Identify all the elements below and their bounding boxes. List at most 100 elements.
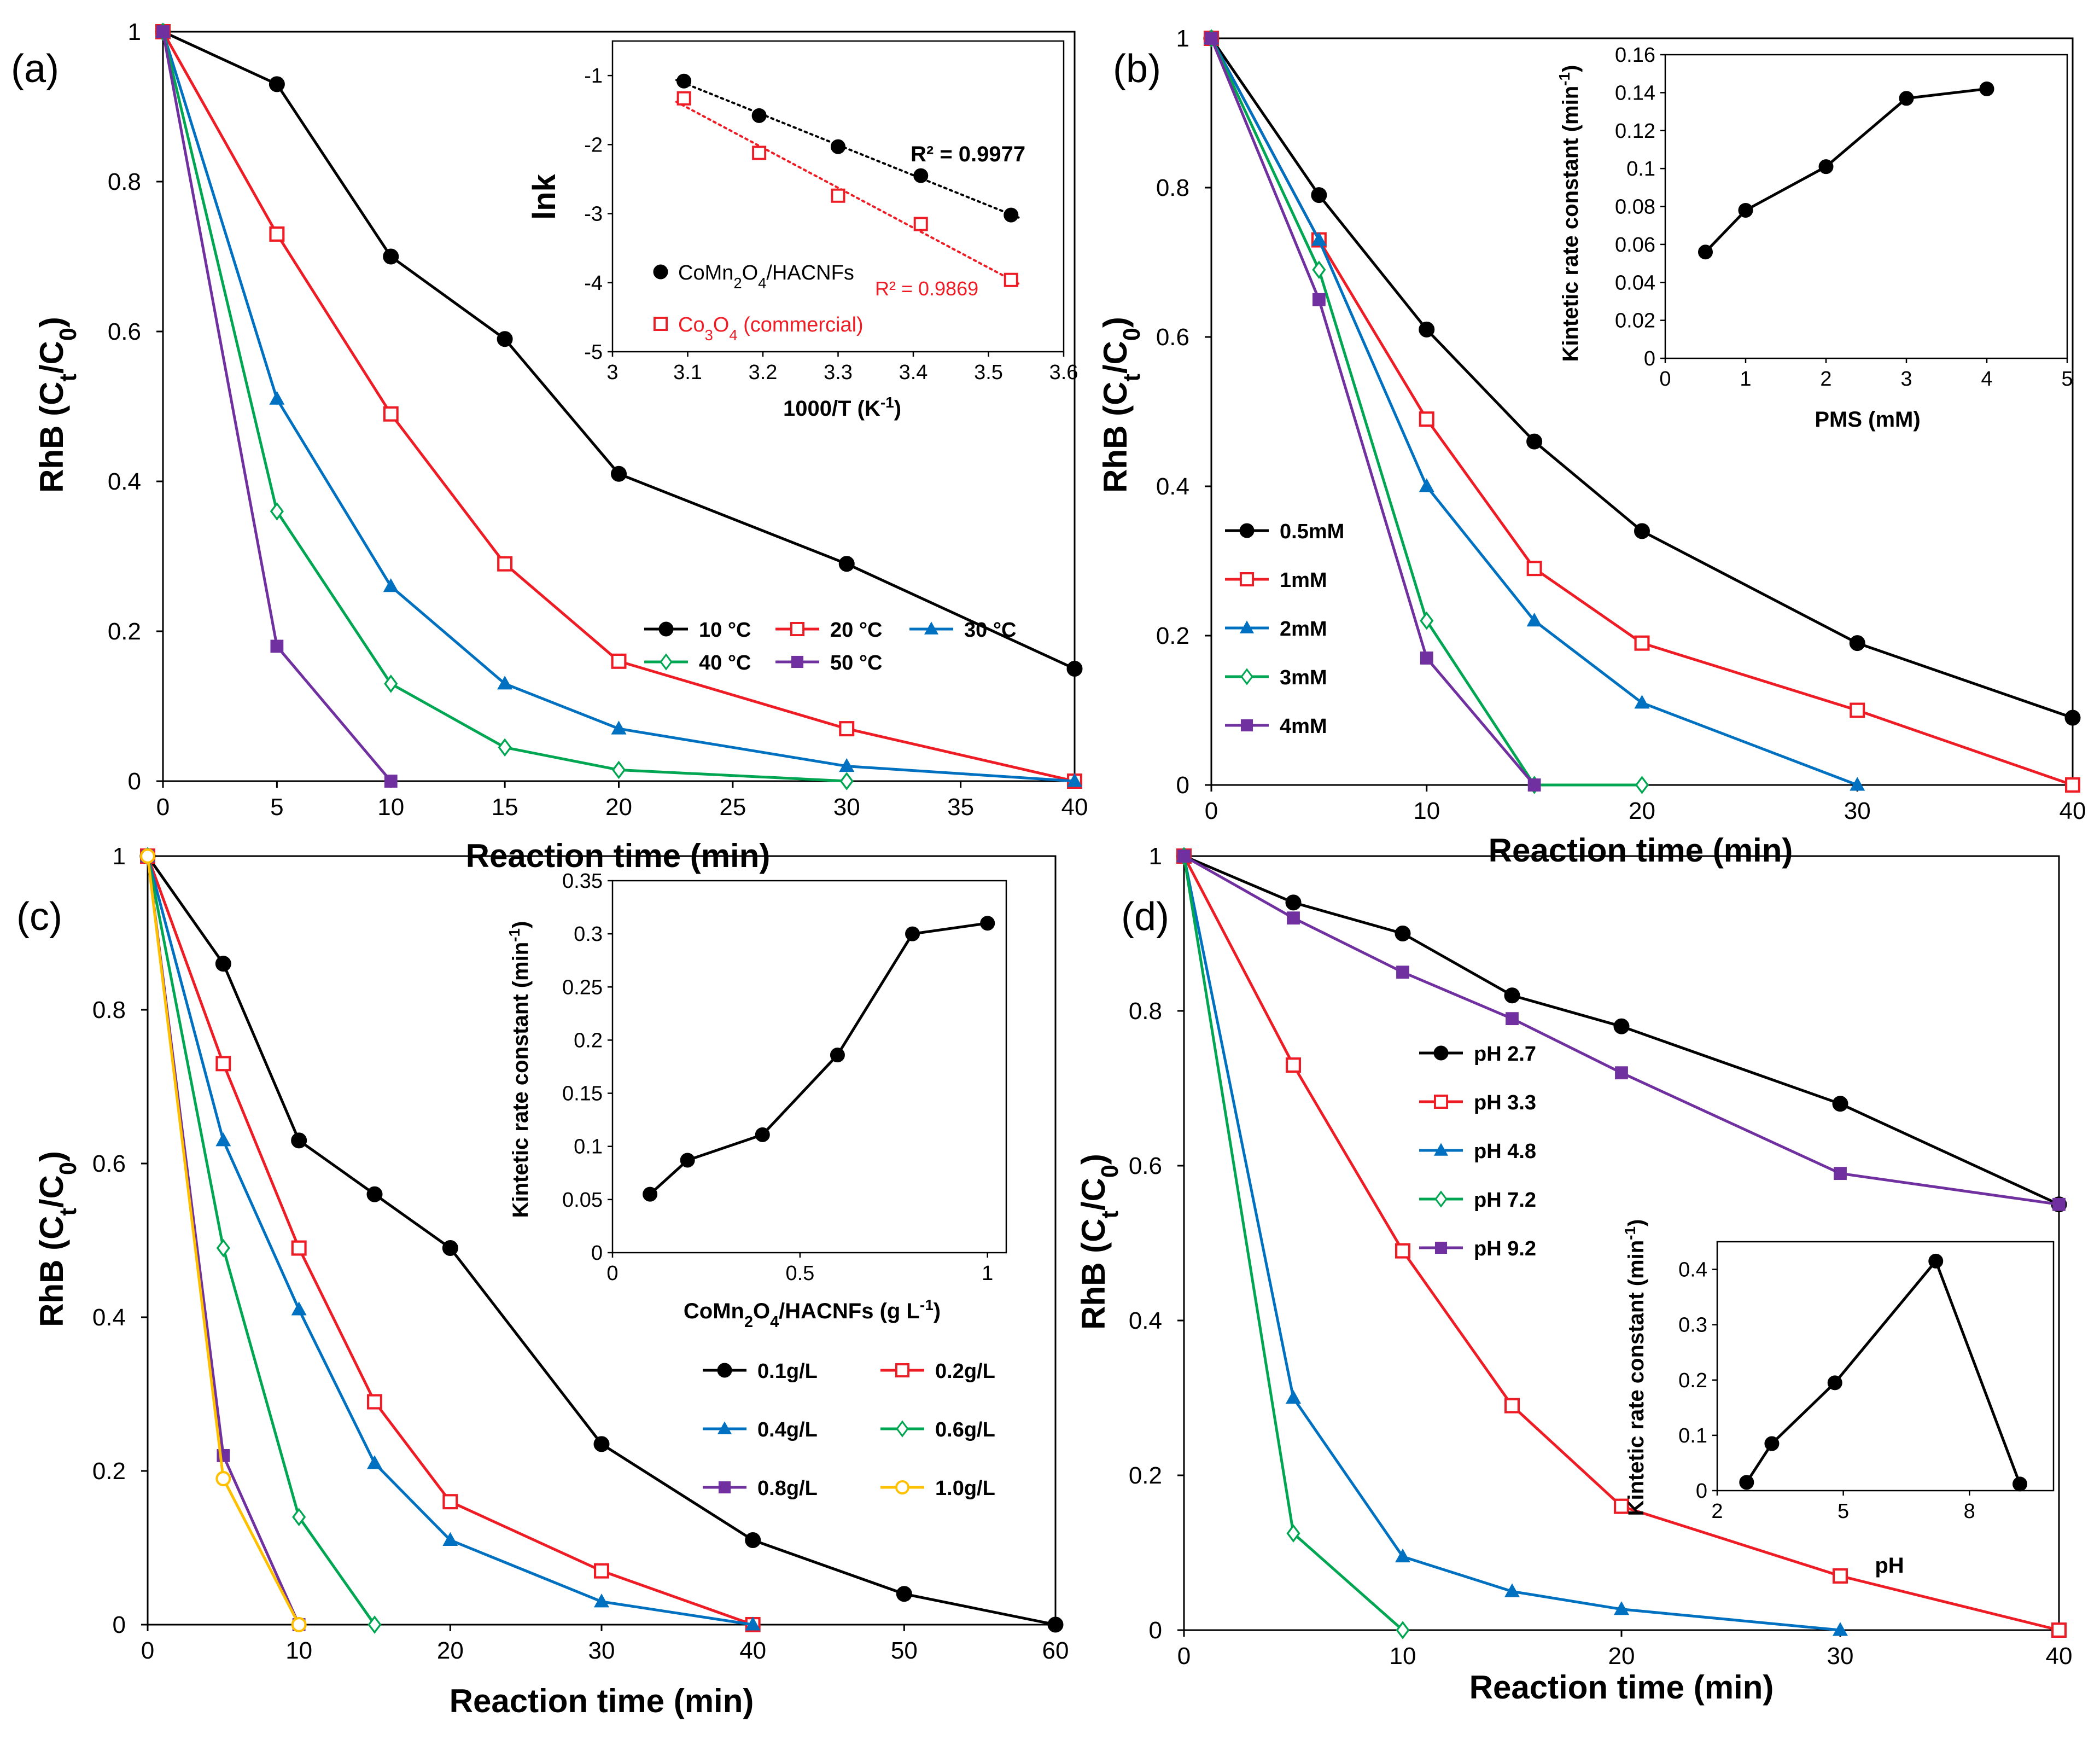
- inset-data-point: [2012, 1476, 2027, 1492]
- x-tick-label: 30: [1827, 1643, 1854, 1670]
- inset-data-point: [1698, 245, 1713, 260]
- legend-label: 4mM: [1280, 715, 1327, 738]
- data-point: [1312, 293, 1326, 306]
- data-point: [593, 1436, 610, 1452]
- inset-data-point: [643, 1186, 658, 1202]
- inset-data-point: [1979, 81, 1994, 96]
- inset-x-tick-label: 3.2: [749, 361, 778, 384]
- inset-chart: 0 0.5 1 0 0.05 0.1 0.15 0.2 0.25 0.3 0.35 CoMn2O4/H…: [506, 870, 1007, 1331]
- y-tick-label: 0.6: [108, 318, 141, 345]
- y-tick-label: 0.8: [1156, 174, 1189, 201]
- data-point: [1287, 911, 1300, 925]
- inset-y-tick-label: 0: [1644, 347, 1655, 370]
- data-point: [269, 391, 285, 405]
- data-point: [1850, 702, 1865, 718]
- legend: 0.1g/L 0.2g/L 0.4g/L 0.6g/L 0.8g/L 1.0g/L: [703, 1360, 995, 1500]
- data-point: [269, 76, 285, 92]
- legend-marker: [895, 1480, 909, 1494]
- legend-entry-ph-2-7: pH 2.7: [1419, 1043, 1536, 1066]
- data-point: [215, 956, 231, 972]
- legend-label: pH 9.2: [1474, 1237, 1536, 1260]
- legend-marker: [1434, 1143, 1448, 1156]
- y-axis-label: RhB (Ct/C0): [1097, 317, 1145, 493]
- inset-data-point: [1004, 272, 1018, 287]
- legend-label: 1.0g/L: [935, 1477, 995, 1500]
- inset-frame: [1716, 1241, 2055, 1492]
- data-point: [611, 653, 627, 669]
- legend-marker: [1240, 668, 1253, 685]
- data-point: [593, 1563, 609, 1579]
- inset-x-tick-label: 3.4: [899, 361, 928, 384]
- data-point: [270, 639, 284, 653]
- inset-x-tick-label: 3.6: [1049, 361, 1078, 384]
- inset-data-point: [913, 168, 929, 183]
- data-point: [156, 25, 170, 38]
- legend-marker: [1433, 1094, 1448, 1109]
- inset-legend-marker: [653, 317, 668, 331]
- legend-label: 0.8g/L: [757, 1477, 818, 1500]
- y-tick-label: 0.6: [92, 1150, 126, 1177]
- inset-y-tick-label: 0: [591, 1242, 603, 1265]
- inset-x-tick-label: 4: [1981, 368, 1992, 391]
- data-point: [215, 1056, 231, 1072]
- inset-chart: 2 5 8 0 0.1 0.2 0.3 0.4 pH Kintetic rate constant…: [1621, 1219, 2055, 1578]
- inset-legend-label: CoMn2O4/HACNFs: [678, 261, 854, 292]
- data-point: [291, 1132, 307, 1149]
- data-point: [384, 775, 398, 788]
- data-point: [498, 738, 512, 757]
- inset-data-point: [755, 1127, 770, 1142]
- data-point: [1506, 1012, 1519, 1026]
- data-point: [216, 1238, 230, 1258]
- series-0-5mm: [1203, 30, 2081, 726]
- x-tick-label: 0: [156, 794, 170, 821]
- inset-y-tick-label: 0.35: [562, 870, 603, 893]
- inset-x-tick-label: 3.5: [974, 361, 1003, 384]
- inset-data-point: [1827, 1375, 1842, 1391]
- data-point: [442, 1494, 458, 1510]
- data-point: [1047, 1616, 1064, 1633]
- data-point: [1615, 1066, 1628, 1080]
- legend-entry-0-4g-l: 0.4g/L: [703, 1418, 818, 1441]
- legend-label: 2mM: [1280, 618, 1327, 641]
- legend: 0.5mM 1mM 2mM 3mM 4mM: [1225, 520, 1344, 738]
- data-point: [1634, 523, 1650, 539]
- panel-label: (c): [16, 895, 62, 939]
- legend-marker: [896, 1420, 909, 1438]
- data-point: [2065, 777, 2081, 793]
- inset-y-tick-label: -3: [584, 203, 603, 226]
- inset-series-k: [1698, 81, 1994, 260]
- legend-entry-20-c: 20 °C: [775, 619, 882, 642]
- data-point: [1285, 894, 1302, 911]
- inset-y-tick-label: 0.02: [1615, 310, 1655, 333]
- inset-y-tick-label: 0.06: [1615, 234, 1655, 257]
- x-tick-label: 30: [1844, 798, 1871, 824]
- x-tick-label: 0: [1177, 1643, 1191, 1670]
- legend-marker: [1433, 1045, 1449, 1061]
- legend-entry-3mm: 3mM: [1225, 666, 1327, 689]
- inset-data-point: [831, 188, 845, 203]
- y-tick-label: 1: [1176, 25, 1189, 52]
- x-tick-label: 10: [1413, 798, 1440, 824]
- inset-y-tick-label: -1: [584, 65, 603, 88]
- data-point: [839, 758, 855, 772]
- data-point: [1833, 1622, 1848, 1636]
- data-point: [1504, 1583, 1520, 1597]
- inset-series-k: [643, 916, 995, 1202]
- data-point: [1526, 613, 1542, 627]
- inset-x-axis-label: CoMn2O4/HACNFs (g L-1): [684, 1296, 941, 1331]
- y-tick-label: 0.2: [108, 618, 141, 645]
- legend-entry-1-0g-l: 1.0g/L: [880, 1477, 995, 1500]
- legend-entry-0-5mm: 0.5mM: [1225, 520, 1344, 543]
- data-point: [383, 578, 399, 592]
- y-tick-label: 0.2: [1156, 623, 1189, 649]
- y-tick-label: 1: [1149, 843, 1162, 870]
- series-line: [146, 856, 376, 1626]
- legend: pH 2.7 pH 3.3 pH 4.8 pH 7.2 pH 9.2: [1419, 1043, 1536, 1260]
- data-point: [366, 1186, 383, 1202]
- legend-label: pH 7.2: [1474, 1189, 1536, 1212]
- data-point: [497, 331, 513, 347]
- inset-y-axis-label: Kintetic rate constant (min-1): [1621, 1219, 1649, 1516]
- data-point: [1526, 433, 1543, 450]
- inset-data-point: [1818, 159, 1834, 174]
- data-point: [1311, 187, 1327, 203]
